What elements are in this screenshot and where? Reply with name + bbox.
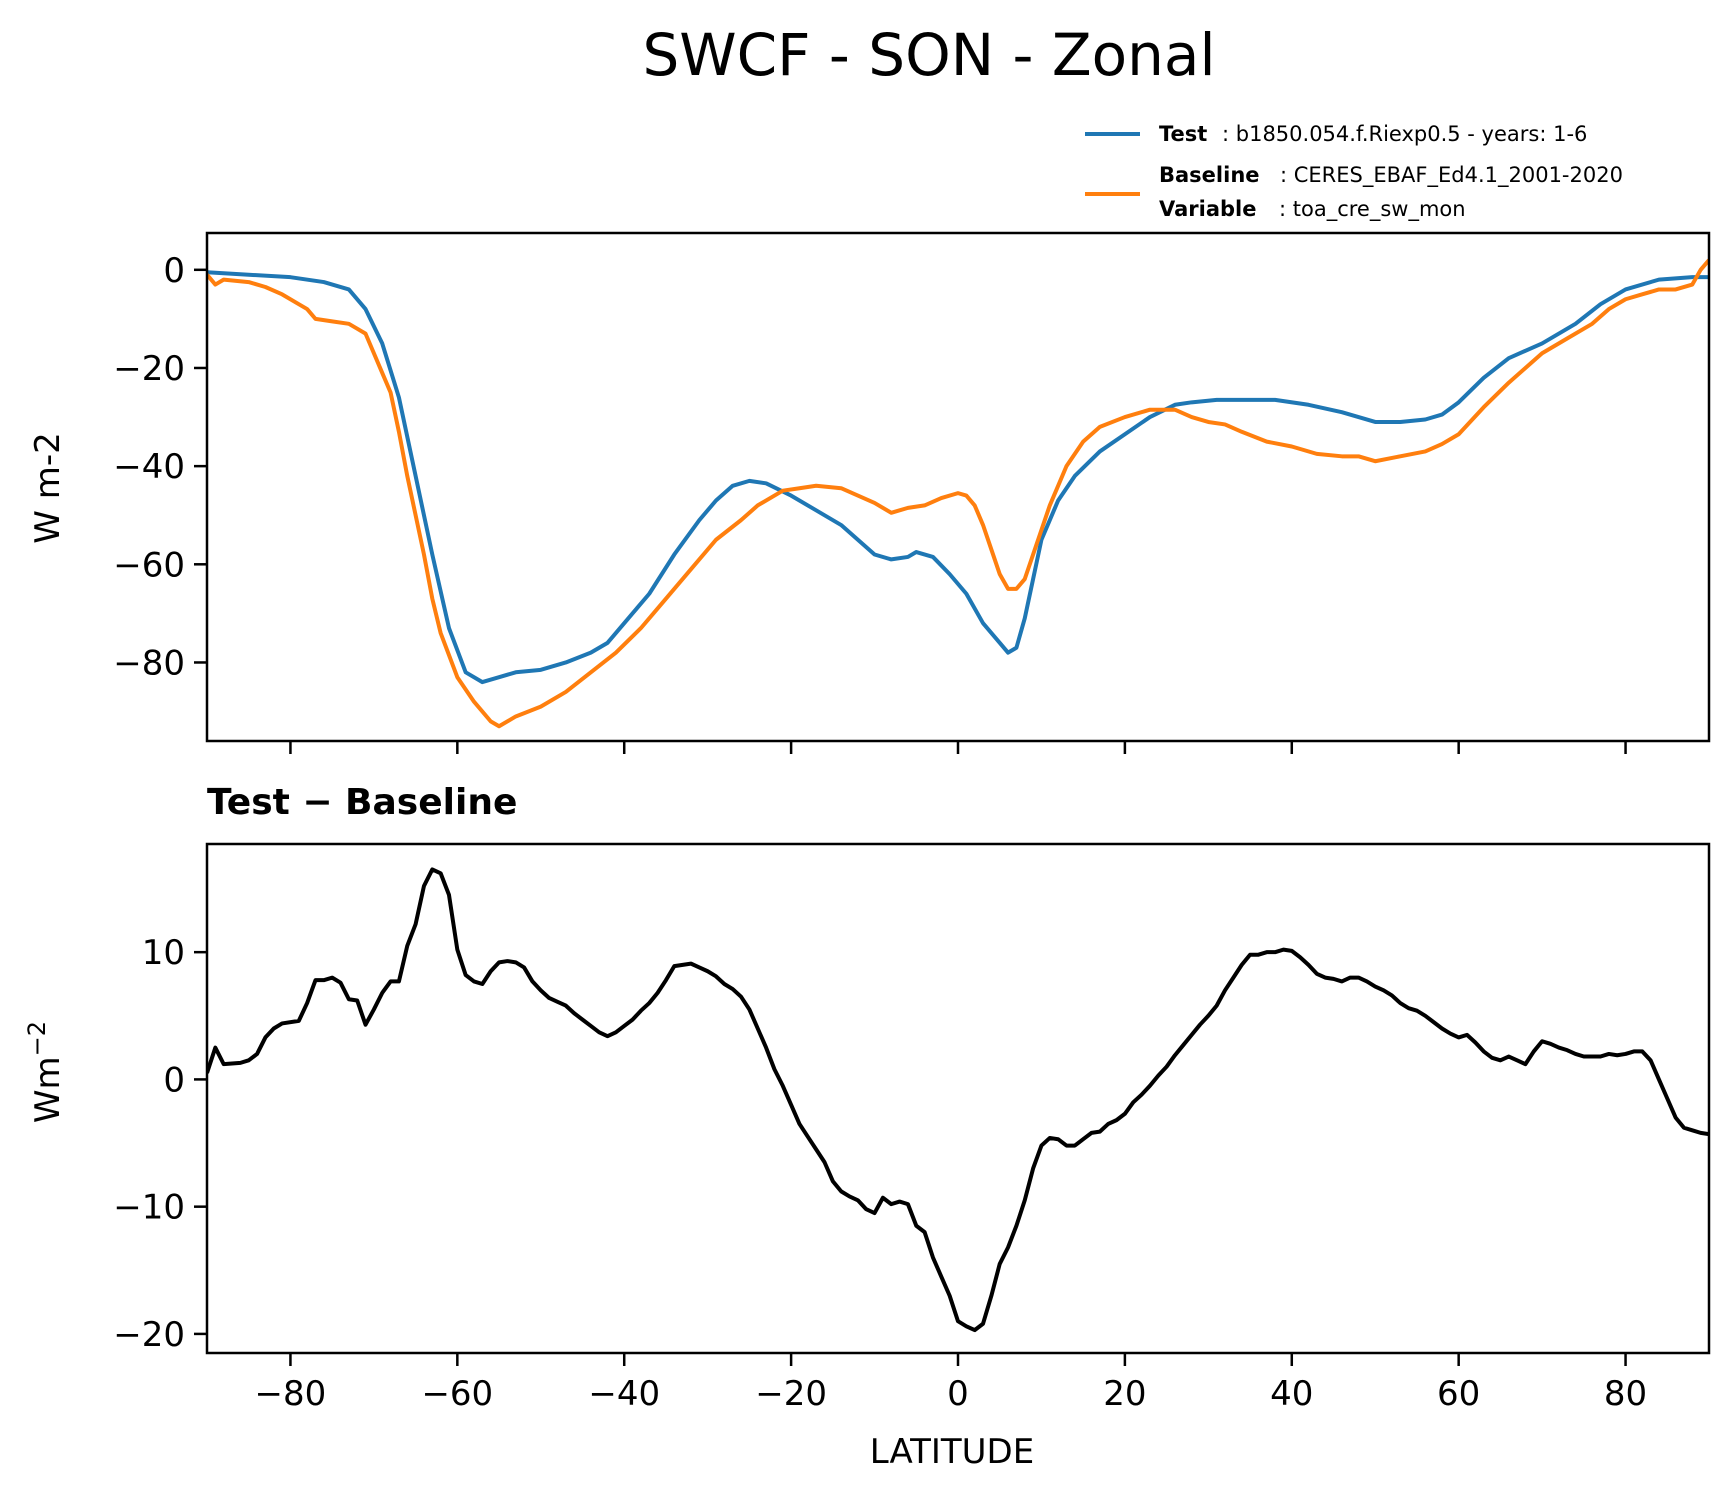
legend-test-value: : b1850.054.f.Riexp0.5 - years: 1-6 <box>1222 122 1587 146</box>
top-y-tick-label: 0 <box>163 251 185 291</box>
bottom-x-tick-label: 80 <box>1604 1374 1647 1414</box>
x-axis-label: LATITUDE <box>870 1432 1034 1472</box>
legend-test-key: Test <box>1159 122 1207 146</box>
bottom-x-tick-label: 20 <box>1103 1374 1146 1414</box>
top-y-tick-label: −40 <box>113 447 185 487</box>
top-y-tick-label: −20 <box>113 349 185 389</box>
legend-baseline-value: : CERES_EBAF_Ed4.1_2001-2020 <box>1280 163 1623 188</box>
legend: Test : b1850.054.f.Riexp0.5 - years: 1-6… <box>1085 122 1623 222</box>
top-y-tick-label: −80 <box>113 643 185 683</box>
legend-variable-key: Variable <box>1159 197 1256 221</box>
bottom-y-axis-label: Wm−2 <box>23 1021 68 1123</box>
figure-title: SWCF - SON - Zonal <box>642 21 1215 89</box>
top-series-baseline-line <box>207 258 1709 729</box>
top-series-test-line <box>207 270 1709 685</box>
bottom-y-tick-label: −20 <box>113 1315 185 1355</box>
top-y-axis-label: W m-2 <box>28 432 68 543</box>
bottom-x-tick-label: −40 <box>588 1374 660 1414</box>
bottom-x-tick-label: 40 <box>1270 1374 1313 1414</box>
bottom-panel: Test − Baseline LATITUDE Wm−2 −80 −60 −40 −… <box>23 782 1711 1472</box>
top-panel: W m-2 0 −20 −40 −60 −80 <box>28 231 1711 754</box>
bottom-x-tick-label: −20 <box>755 1374 827 1414</box>
bottom-y-tick-label: 0 <box>163 1060 185 1100</box>
legend-variable-value: : toa_cre_sw_mon <box>1279 197 1466 222</box>
bottom-x-tick-label: −60 <box>421 1374 493 1414</box>
bottom-y-tick-label: 10 <box>142 933 185 973</box>
bottom-series-test-baseline-line <box>207 867 1709 1333</box>
legend-baseline-key: Baseline <box>1159 163 1260 187</box>
bottom-x-tick-label: −80 <box>255 1374 327 1414</box>
bottom-y-tick-label: −10 <box>113 1188 185 1228</box>
bottom-panel-title: Test − Baseline <box>207 782 517 823</box>
bottom-x-tick-label: 60 <box>1437 1374 1480 1414</box>
top-y-tick-label: −60 <box>113 545 185 585</box>
bottom-x-tick-label: 0 <box>947 1374 969 1414</box>
